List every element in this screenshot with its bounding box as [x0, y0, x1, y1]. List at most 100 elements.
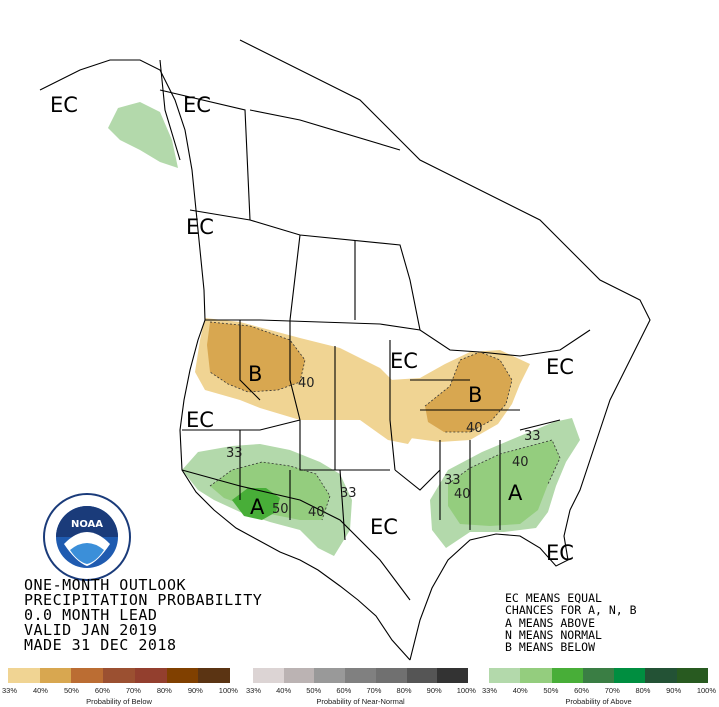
shade-below-40-northwest [207, 322, 305, 392]
scale-below-swatch-6 [198, 668, 231, 683]
contour-label-40-ohio: 40 [466, 421, 483, 436]
title-line-variable: PRECIPITATION PROBABILITY [24, 591, 263, 609]
shade-above-50-southwest [232, 488, 280, 520]
scale-below-tick-2: 50% [63, 686, 79, 695]
scale-above-tick-3: 60% [574, 686, 590, 695]
scale-below-swatch-5 [166, 668, 199, 683]
key-line-4: N MEANS NORMAL [505, 627, 602, 642]
scale-above-tick-2: 50% [543, 686, 559, 695]
scale-near-normal [253, 668, 469, 683]
scale-below-swatch-4 [134, 668, 167, 683]
scale-below-tick-7: 100% [218, 686, 238, 695]
contour-label-40-plains: 40 [298, 376, 315, 391]
noaa-logo-text: NOAA [71, 519, 103, 530]
contour-line-ohio [424, 351, 513, 433]
scale-near-normal-swatch-1 [283, 668, 315, 683]
scale-near-normal-tick-4: 70% [366, 686, 382, 695]
scale-near-normal-tick-3: 60% [336, 686, 352, 695]
contour-label-40-southeast: 40 [454, 487, 471, 502]
scale-below-tick-5: 80% [156, 686, 172, 695]
alaska-border [159, 59, 181, 161]
scale-above-tick-5: 80% [635, 686, 651, 695]
scale-below-swatch-2 [71, 668, 104, 683]
scale-above-ticks: 33% 40% 50% 60% 70% 80% 90% 100% [482, 686, 716, 695]
contour-label-33-southeast: 33 [444, 473, 461, 488]
title-line-product: ONE-MONTH OUTLOOK [24, 576, 187, 594]
label-b-ohio-valley: B [468, 383, 482, 407]
scale-above-swatch-3 [582, 668, 615, 683]
scale-below-caption: Probability of Below [86, 697, 152, 706]
scale-near-normal-caption: Probability of Near-Normal [316, 697, 405, 706]
scale-above-tick-7: 100% [696, 686, 716, 695]
scale-near-normal-swatch-6 [437, 668, 469, 683]
scale-below-tick-1: 40% [32, 686, 48, 695]
scale-near-normal-swatch-2 [314, 668, 346, 683]
scale-below-tick-3: 60% [94, 686, 110, 695]
scale-below-ticks: 33% 40% 50% 60% 70% 80% 90% 100% [2, 686, 238, 695]
scale-above-swatch-5 [645, 668, 677, 683]
scale-near-normal-tick-0: 33% [246, 686, 262, 695]
label-ec-west-coast: EC [186, 408, 214, 432]
label-ec-canada: EC [183, 93, 211, 117]
key-line-1: EC MEANS EQUAL [505, 591, 602, 605]
noaa-logo: NOAA [43, 493, 131, 581]
scale-above-tick-1: 40% [512, 686, 528, 695]
scale-near-normal-swatch-0 [253, 668, 284, 683]
scale-above [489, 668, 708, 683]
scale-near-normal-tick-1: 40% [276, 686, 292, 695]
scale-below [8, 668, 231, 683]
shade-above-40-southeast [448, 440, 560, 526]
scale-above-tick-6: 90% [666, 686, 682, 695]
contour-line-se [447, 439, 561, 485]
key-line-3: A MEANS ABOVE [505, 615, 596, 630]
scale-near-normal-swatch-3 [345, 668, 376, 683]
boundaries [39, 39, 651, 661]
key-line-2: CHANCES FOR A, N, B [505, 603, 637, 618]
scale-near-normal-tick-5: 80% [396, 686, 412, 695]
coastline-north-america [39, 39, 651, 661]
label-ec-new-england: EC [546, 355, 574, 379]
ec-legend-key: EC MEANS EQUAL CHANCES FOR A, N, B A MEA… [505, 591, 637, 655]
scale-below-swatch-3 [103, 668, 135, 683]
label-ec-texas: EC [370, 515, 398, 539]
shade-above-33-alaska [108, 102, 178, 168]
scale-near-normal-tick-2: 50% [306, 686, 322, 695]
contours [209, 321, 561, 521]
outlook-title-block: ONE-MONTH OUTLOOK PRECIPITATION PROBABIL… [24, 578, 262, 653]
label-ec-pacific-coast: EC [186, 215, 214, 239]
scale-near-normal-tick-6: 90% [426, 686, 442, 695]
scale-below-swatch-1 [39, 668, 72, 683]
scale-near-normal-tick-7: 100% [456, 686, 476, 695]
scale-below-tick-6: 90% [187, 686, 203, 695]
title-line-lead: 0.0 MONTH LEAD [24, 606, 158, 624]
scale-above-tick-4: 70% [604, 686, 620, 695]
outlook-map: EC EC EC EC EC EC EC EC B B A A 40 40 33… [39, 39, 651, 661]
shade-below-40-ohio [425, 352, 512, 432]
scale-below-tick-0: 33% [2, 686, 18, 695]
scale-near-normal-swatch-4 [375, 668, 407, 683]
mexico-border [181, 469, 411, 601]
label-ec-florida: EC [546, 541, 574, 565]
contour-line-nw [209, 321, 306, 393]
scale-above-caption: Probability of Above [565, 697, 632, 706]
shading-layer [108, 102, 580, 556]
scale-above-swatch-2 [551, 668, 583, 683]
contour-label-33-carolinas: 33 [524, 429, 541, 444]
title-line-made: MADE 31 DEC 2018 [24, 636, 177, 654]
scale-below-swatch-0 [8, 668, 40, 683]
us-states [182, 320, 561, 541]
label-a-southwest: A [250, 495, 265, 519]
contour-label-50-southwest: 50 [272, 502, 289, 517]
scale-near-normal-ticks: 33% 40% 50% 60% 70% 80% 90% 100% [246, 686, 476, 695]
label-b-northwest: B [248, 362, 262, 386]
key-line-5: B MEANS BELOW [505, 640, 596, 655]
contour-label-40-carolinas: 40 [512, 455, 529, 470]
contour-label-40-southwest: 40 [308, 505, 325, 520]
scale-above-swatch-4 [614, 668, 646, 683]
scale-below-tick-4: 70% [125, 686, 141, 695]
canada-provinces [159, 89, 421, 331]
scale-above-swatch-0 [489, 668, 521, 683]
contour-label-33-california: 33 [226, 446, 243, 461]
label-ec-alaska: EC [50, 93, 78, 117]
scale-near-normal-swatch-5 [406, 668, 438, 683]
